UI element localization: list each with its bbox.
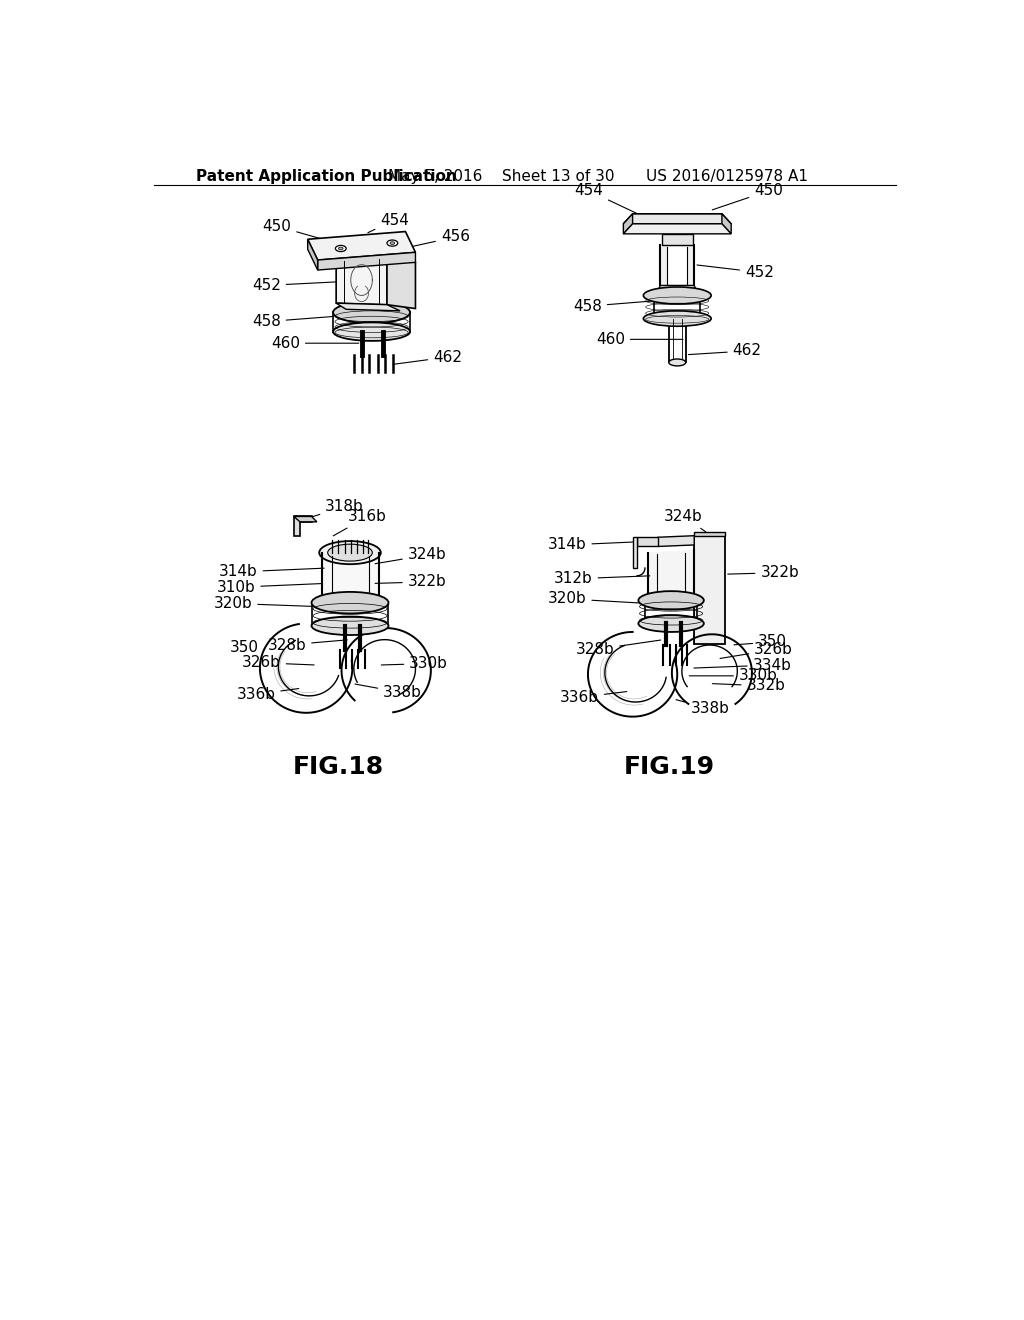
Ellipse shape (638, 591, 703, 610)
Polygon shape (660, 244, 694, 285)
Polygon shape (294, 516, 311, 536)
Text: 454: 454 (368, 213, 410, 232)
Text: Patent Application Publication: Patent Application Publication (196, 169, 457, 185)
Text: 456: 456 (413, 230, 470, 247)
Text: 350: 350 (230, 640, 259, 655)
Polygon shape (322, 553, 379, 601)
Text: 326b: 326b (720, 642, 794, 659)
Text: 336b: 336b (560, 690, 627, 705)
Polygon shape (722, 214, 731, 234)
Text: 320b: 320b (548, 591, 645, 606)
Text: 322b: 322b (728, 565, 799, 581)
Ellipse shape (339, 247, 343, 249)
Polygon shape (294, 516, 316, 521)
Polygon shape (624, 214, 633, 234)
Text: May 5, 2016: May 5, 2016 (387, 169, 482, 185)
Text: 452: 452 (697, 265, 774, 280)
Text: 314b: 314b (548, 537, 635, 553)
Text: 314b: 314b (219, 565, 325, 579)
Text: US 2016/0125978 A1: US 2016/0125978 A1 (646, 169, 808, 185)
Ellipse shape (643, 312, 711, 326)
Polygon shape (307, 239, 317, 271)
Text: 320b: 320b (213, 595, 314, 611)
Text: 312b: 312b (554, 572, 650, 586)
Polygon shape (633, 537, 637, 568)
Text: 334b: 334b (694, 657, 792, 673)
Polygon shape (317, 252, 416, 271)
Text: 460: 460 (596, 331, 683, 347)
Text: 338b: 338b (355, 684, 422, 701)
Text: FIG.19: FIG.19 (624, 755, 715, 779)
Text: 318b: 318b (309, 499, 364, 517)
Text: 338b: 338b (676, 700, 730, 717)
Ellipse shape (643, 286, 711, 304)
Polygon shape (637, 537, 658, 546)
Ellipse shape (311, 591, 388, 614)
Text: 460: 460 (271, 335, 358, 351)
Text: 336b: 336b (237, 686, 299, 702)
Text: 330b: 330b (381, 656, 449, 671)
Text: 310b: 310b (216, 579, 322, 595)
Text: 316b: 316b (333, 510, 387, 536)
Polygon shape (307, 231, 416, 260)
Ellipse shape (669, 359, 686, 366)
Text: Sheet 13 of 30: Sheet 13 of 30 (502, 169, 614, 185)
Text: 328b: 328b (267, 638, 347, 652)
Text: 458: 458 (572, 298, 651, 314)
Polygon shape (658, 536, 694, 546)
Text: 454: 454 (574, 183, 640, 215)
Text: 322b: 322b (375, 574, 446, 590)
Text: 324b: 324b (664, 510, 706, 532)
Ellipse shape (328, 544, 373, 561)
Ellipse shape (390, 242, 394, 244)
Text: 458: 458 (252, 314, 334, 329)
Text: 332b: 332b (713, 678, 785, 693)
Polygon shape (336, 304, 400, 312)
Text: 450: 450 (713, 183, 783, 210)
Ellipse shape (638, 615, 703, 632)
Text: FIG.18: FIG.18 (293, 755, 384, 779)
Polygon shape (694, 532, 725, 536)
Ellipse shape (387, 240, 397, 247)
Polygon shape (694, 536, 725, 644)
Polygon shape (336, 259, 387, 305)
Ellipse shape (311, 616, 388, 635)
Polygon shape (387, 259, 416, 309)
Ellipse shape (333, 302, 410, 323)
Text: 452: 452 (252, 279, 340, 293)
Polygon shape (624, 214, 731, 224)
Text: 330b: 330b (689, 668, 778, 684)
Text: 450: 450 (262, 219, 334, 243)
Ellipse shape (319, 541, 381, 564)
Text: 328b: 328b (575, 640, 660, 657)
Polygon shape (668, 247, 687, 285)
Text: 324b: 324b (375, 548, 446, 564)
Ellipse shape (336, 246, 346, 252)
Text: 462: 462 (688, 343, 762, 359)
Polygon shape (662, 234, 692, 244)
Text: 326b: 326b (242, 655, 314, 671)
Polygon shape (624, 224, 731, 234)
Ellipse shape (333, 322, 410, 341)
Text: 350: 350 (734, 635, 787, 649)
Polygon shape (648, 549, 694, 599)
Polygon shape (655, 285, 698, 296)
Text: 462: 462 (393, 350, 462, 364)
